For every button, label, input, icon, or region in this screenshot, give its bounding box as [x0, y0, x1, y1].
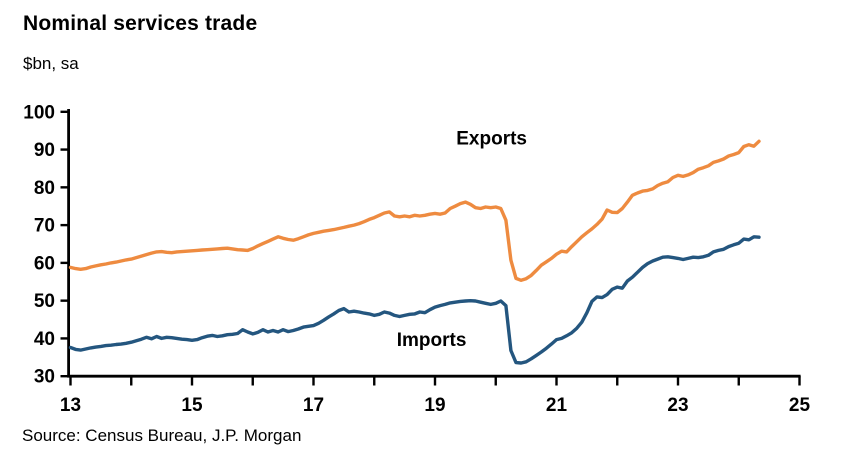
y-tick-label: 60 — [34, 253, 55, 274]
x-tick-label: 17 — [303, 395, 324, 416]
chart-title: Nominal services trade — [23, 12, 258, 35]
x-tick-label: 15 — [181, 395, 203, 416]
y-tick-label: 70 — [34, 216, 55, 237]
y-tick-label: 30 — [34, 367, 55, 388]
series-label-exports: Exports — [456, 129, 527, 150]
y-tick-label: 50 — [34, 291, 55, 312]
source-note: Source: Census Bureau, J.P. Morgan — [22, 426, 302, 445]
series-label-imports: Imports — [397, 330, 467, 351]
y-tick-label: 80 — [34, 178, 55, 199]
x-tick-label: 13 — [60, 395, 81, 416]
x-tick-label: 25 — [789, 395, 811, 416]
x-tick-label: 23 — [667, 395, 688, 416]
chart-units-label: $bn, sa — [23, 54, 79, 73]
x-tick-label: 19 — [424, 395, 445, 416]
series-line-imports — [68, 235, 761, 365]
y-tick-label: 90 — [34, 140, 55, 161]
series-line-exports — [68, 139, 761, 282]
y-tick-label: 40 — [34, 329, 55, 350]
y-tick-label: 100 — [23, 102, 55, 123]
x-tick-label: 21 — [546, 395, 568, 416]
